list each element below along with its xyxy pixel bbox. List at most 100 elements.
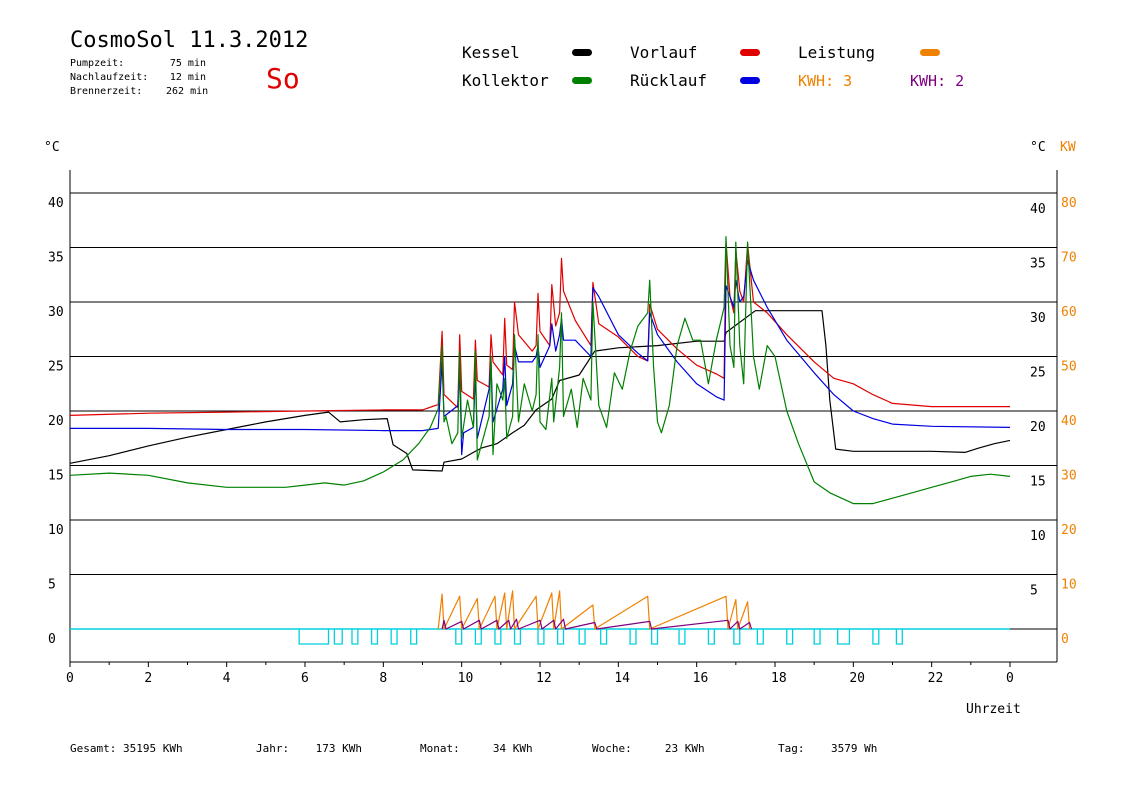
footer-total-label: Gesamt: [70,742,117,755]
y-right-kw-tick-50: 50 [1061,360,1077,375]
pump-pulse-12 [578,629,586,645]
legend-kwh-2: KWH: 2 [910,72,965,90]
x-axis-label: Uhrzeit [966,702,1021,717]
y-right-c-tick-35: 35 [1030,257,1046,272]
series-line-3 [69,236,1011,505]
pump-pulse-13 [600,629,608,645]
y-right-kw-tick-20: 20 [1061,523,1077,538]
pump-pulse-24 [895,629,903,645]
y-right-kw-tick-80: 80 [1061,196,1077,211]
y-left-tick-25: 25 [48,360,64,375]
pump-pulse-0 [298,629,330,645]
footer-month-label: Monat: [420,742,460,755]
legend-vorlauf-label: Vorlauf [630,43,698,62]
series-line-4 [437,590,751,630]
footer-day-value: 3579 Wh [831,742,878,755]
chart-title: CosmoSol 11.3.2012 [70,28,309,53]
footer-week-label: Woche: [592,742,632,755]
x-tick-4: 8 [379,671,387,686]
y-right-kw-tick-40: 40 [1061,414,1077,429]
x-tick-12: 0 [1006,671,1014,686]
x-tick-6: 12 [536,671,552,686]
x-tick-2: 4 [223,671,231,686]
right-axis-unit-celsius: °C [1030,140,1046,155]
pump-pulse-20 [786,629,794,645]
pump-pulse-5 [410,629,418,645]
x-tick-8: 16 [693,671,709,686]
y-right-c-tick-25: 25 [1030,366,1046,381]
series-line-5 [441,618,753,630]
y-left-tick-30: 30 [48,305,64,320]
pump-pulse-9 [513,629,522,645]
pump-time-value: 75 min [169,58,206,69]
pump-pulse-17 [707,629,715,645]
y-right-kw-tick-60: 60 [1061,305,1077,320]
legend-kollektor-label: Kollektor [462,71,549,90]
series-line-2 [70,260,1011,456]
x-tick-0: 0 [66,671,74,686]
x-tick-11: 22 [928,671,944,686]
y-left-tick-20: 20 [48,414,64,429]
footer-total-value: 35195 KWh [122,742,183,755]
burner-time-value: 262 min [166,86,209,97]
footer-month-value: 34 KWh [492,742,533,755]
y-right-c-tick-20: 20 [1030,420,1046,435]
legend-leistung-swatch [920,49,940,56]
legend-kwh-1: KWH: 3 [798,72,853,90]
y-left-tick-10: 10 [48,523,64,538]
y-right-kw-tick-30: 30 [1061,469,1077,484]
footer-year: Jahr: 173 KWh [256,742,362,755]
legend-kollektor-swatch [572,77,592,84]
run-on-time-label: Nachlaufzeit: [70,72,149,83]
y-right-kw-tick-70: 70 [1061,251,1077,266]
y-left-tick-5: 5 [48,578,56,593]
weekday-label: So [266,62,300,95]
pump-pulse-2 [351,629,359,645]
pump-pulse-18 [733,629,741,645]
x-tick-10: 20 [849,671,865,686]
footer-year-label: Jahr: [256,742,290,755]
footer-day: Tag: 3579 Wh [778,742,877,755]
x-tick-7: 14 [614,671,630,686]
legend-leistung-label: Leistung [798,43,876,62]
pump-pulse-16 [678,629,686,645]
legend-ruecklauf-label: Rücklauf [630,71,708,90]
x-tick-3: 6 [301,671,309,686]
y-left-tick-40: 40 [48,196,64,211]
series-line-0 [69,310,1011,472]
footer-year-value: 173 KWh [315,742,362,755]
pump-pulse-21 [813,629,821,645]
right-axis-unit-kw: KW [1060,140,1076,155]
legend-vorlauf-swatch [740,49,760,56]
pump-pulse-7 [474,629,482,645]
y-right-c-tick-15: 15 [1030,475,1046,490]
pump-pulse-14 [629,629,637,645]
footer-week: Woche: 23 KWh [592,742,705,755]
y-right-c-tick-10: 10 [1030,529,1046,544]
x-tick-9: 18 [771,671,787,686]
legend-ruecklauf-swatch [740,77,760,84]
y-right-c-tick-5: 5 [1030,584,1038,599]
run-on-time-line: Nachlaufzeit: 12 min [70,72,206,83]
y-right-c-tick-40: 40 [1030,202,1046,217]
pump-pulse-11 [556,629,565,645]
x-tick-5: 10 [458,671,474,686]
y-right-kw-tick-10: 10 [1061,578,1077,593]
pump-pulse-23 [872,629,880,645]
burner-time-label: Brennerzeit: [70,86,143,97]
footer-week-value: 23 KWh [664,742,705,755]
burner-time-line: Brennerzeit: 262 min [70,86,209,97]
pump-pulse-3 [370,629,379,645]
left-axis-unit: °C [44,140,60,155]
pump-pulse-6 [455,629,463,645]
pump-time-label: Pumpzeit: [70,58,125,69]
series-line-1 [69,241,1010,416]
y-left-tick-0: 0 [48,632,56,647]
legend-kessel-swatch [572,49,592,56]
pump-pulse-4 [390,629,398,645]
y-left-tick-35: 35 [48,251,64,266]
pump-time-line: Pumpzeit: 75 min [70,58,206,69]
run-on-time-value: 12 min [169,72,206,83]
y-right-kw-tick-0: 0 [1061,632,1069,647]
